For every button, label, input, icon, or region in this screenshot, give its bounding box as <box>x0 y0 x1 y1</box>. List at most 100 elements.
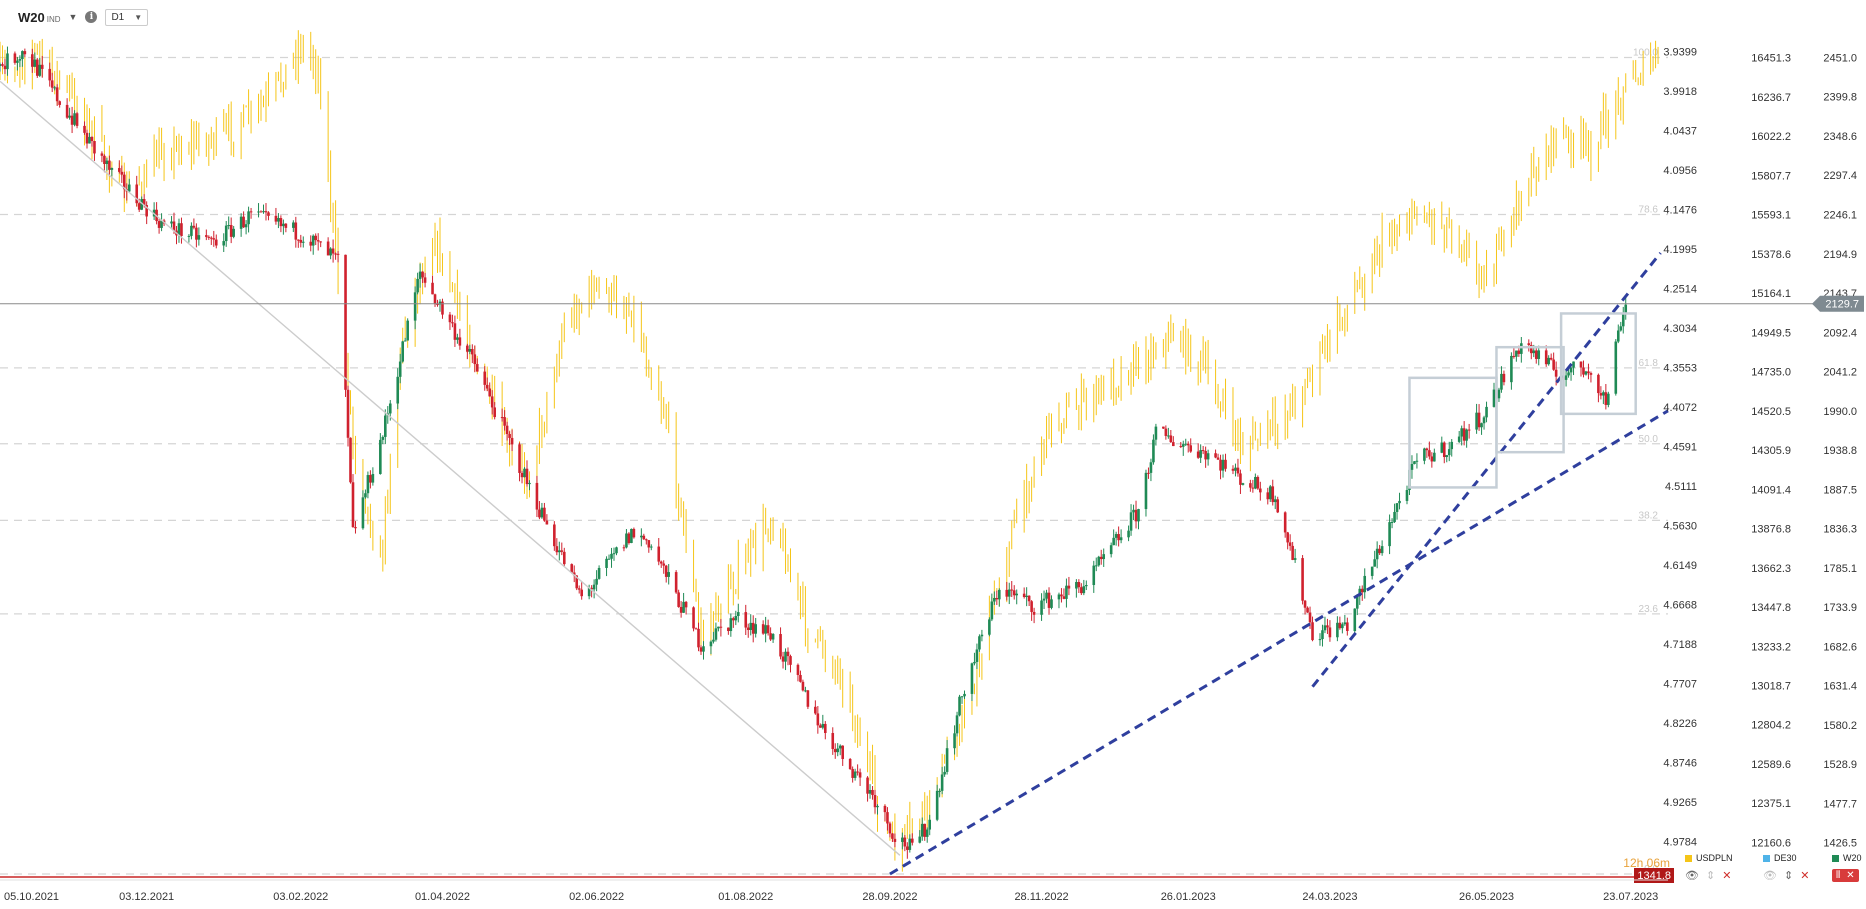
symbol-selector[interactable]: W20 IND <box>18 10 61 25</box>
w20-candle <box>607 558 611 560</box>
w20-candle <box>779 634 782 657</box>
w20-candle <box>622 547 626 549</box>
symbol-dropdown-icon[interactable]: ▼ <box>68 12 78 22</box>
eye-icon[interactable]: 👁 <box>1685 870 1699 882</box>
w20-candle <box>555 546 559 553</box>
w20-candle <box>674 572 678 593</box>
w20-candle <box>1224 459 1227 469</box>
w20-candle <box>1025 595 1028 598</box>
w20-candle <box>1502 373 1506 383</box>
w20-candle <box>364 493 367 498</box>
w20-candle <box>468 349 472 352</box>
w20-candle <box>85 132 89 144</box>
series-settings-button[interactable]: ⫴ ✕ <box>1832 869 1859 882</box>
w20-candle <box>282 223 285 227</box>
axis-tick-label: 15378.6 <box>1751 249 1791 261</box>
w20-candle <box>1607 393 1610 405</box>
w20-candle <box>1614 341 1618 394</box>
w20-candle <box>396 376 400 404</box>
w20-candle <box>955 715 959 734</box>
w20-candle <box>935 790 939 820</box>
w20-candle <box>1092 565 1096 586</box>
w20-candle <box>384 415 387 437</box>
w20-candle <box>458 337 462 346</box>
w20-candle <box>988 619 991 635</box>
w20-candle <box>0 64 2 66</box>
axis-tick-label: 1785.1 <box>1823 563 1857 575</box>
info-icon[interactable]: i <box>85 11 98 23</box>
w20-candle <box>1097 556 1101 566</box>
axis-tick-label: 2041.2 <box>1823 367 1857 379</box>
axis-tick-label: 4.9784 <box>1663 837 1697 849</box>
w20-candle <box>819 725 822 728</box>
axis-tick-label: 13447.8 <box>1751 602 1791 614</box>
w20-candle <box>232 228 235 237</box>
w20-candle <box>1286 532 1289 543</box>
w20-candle <box>1251 487 1255 489</box>
w20-candle <box>488 388 492 397</box>
timeframe-select[interactable]: D1 ▼ <box>105 8 149 26</box>
w20-candle <box>940 774 944 791</box>
w20-candle <box>110 168 114 170</box>
w20-candle <box>943 771 946 775</box>
w20-candle <box>1346 622 1349 631</box>
w20-candle <box>493 407 496 418</box>
w20-candle <box>1341 624 1344 629</box>
w20-candle <box>694 628 698 630</box>
w20-candle <box>1147 472 1150 474</box>
w20-candle <box>40 64 44 69</box>
w20-candle <box>677 592 680 607</box>
w20-candle <box>823 723 827 733</box>
w20-candle <box>727 627 730 632</box>
trendline-drawings[interactable] <box>0 80 1818 878</box>
w20-candle <box>592 584 596 590</box>
w20-candle <box>1602 392 1605 396</box>
axis-tick-label: 4.6668 <box>1663 600 1697 612</box>
w20-candle <box>485 384 489 389</box>
axis-tick-label: 2297.4 <box>1823 170 1857 182</box>
w20-candle <box>848 758 852 770</box>
legend-label: USDPLN <box>1696 853 1733 863</box>
remove-icon[interactable]: ✕ <box>1800 870 1810 882</box>
axis-tick-label: 3.9918 <box>1663 86 1697 98</box>
w20-candle <box>838 745 842 749</box>
reorder-icon[interactable]: ⇕ <box>1783 870 1794 882</box>
w20-candle <box>361 497 365 529</box>
downtrend-line <box>0 80 901 856</box>
w20-candle <box>1430 456 1434 462</box>
w20-candle <box>1589 373 1593 375</box>
w20-candle <box>1303 600 1307 608</box>
w20-candle <box>18 59 22 61</box>
w20-candle <box>1360 588 1364 593</box>
w20-candle <box>719 626 723 628</box>
w20-candle <box>103 155 106 165</box>
time-tick-label: 02.06.2022 <box>569 891 624 903</box>
w20-candle <box>729 618 733 632</box>
w20-candle <box>520 472 524 478</box>
timeframe-value: D1 <box>111 11 125 23</box>
w20-candle <box>379 439 382 474</box>
remove-icon[interactable]: ✕ <box>1722 870 1732 882</box>
w20-candle <box>1201 450 1205 452</box>
w20-candle <box>3 65 7 70</box>
w20-candle <box>354 527 357 529</box>
w20-candle <box>615 547 618 554</box>
eye-icon[interactable]: 👁 <box>1763 870 1777 882</box>
axis-tick-label: 14305.9 <box>1751 445 1791 457</box>
w20-candle <box>1537 350 1541 359</box>
w20-candle <box>1485 406 1488 418</box>
axis-tick-label: 4.8746 <box>1663 758 1697 770</box>
axis-tick-label: 1990.0 <box>1823 406 1857 418</box>
w20-candle <box>871 789 874 796</box>
w20-candle <box>1259 488 1262 493</box>
reorder-icon[interactable]: ⇕ <box>1705 870 1716 882</box>
w20-candle <box>65 104 69 118</box>
axis-tick-label: 4.3553 <box>1663 363 1697 375</box>
w20-candle <box>1271 486 1275 503</box>
w20-candle <box>205 235 208 237</box>
w20-candle <box>831 732 835 750</box>
time-tick-label: 01.04.2022 <box>415 891 470 903</box>
time-tick-label: 26.01.2023 <box>1161 891 1216 903</box>
w20-candle <box>214 239 218 246</box>
